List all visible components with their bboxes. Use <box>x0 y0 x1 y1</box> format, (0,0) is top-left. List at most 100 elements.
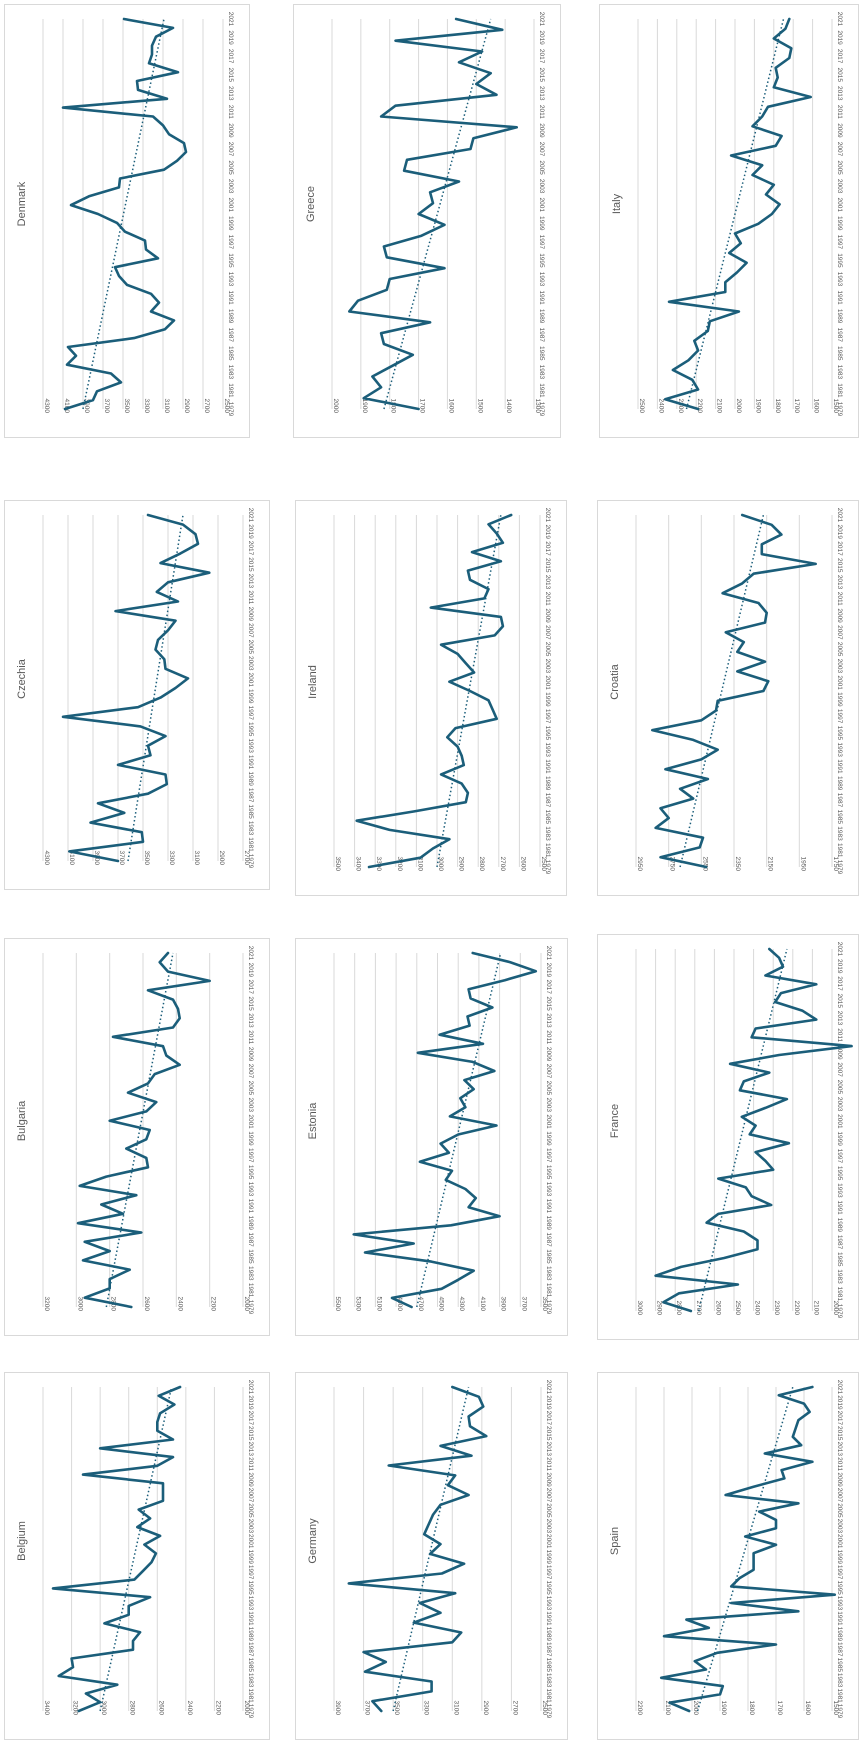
value-tick-label: 3000 <box>76 1297 83 1312</box>
series-line <box>355 513 513 869</box>
year-tick-label: 1997 <box>836 1149 843 1164</box>
year-tick-label: 1993 <box>545 1182 552 1197</box>
series-line <box>347 17 518 411</box>
value-tick-label: 2200 <box>636 1701 643 1716</box>
value-tick-label: 2900 <box>458 857 465 872</box>
year-tick-label: 1997 <box>836 709 843 724</box>
year-tick-label: 1993 <box>836 1596 843 1611</box>
year-tick-label: 1979 <box>545 1300 552 1315</box>
year-tick-label: 2005 <box>538 160 545 175</box>
year-tick-label: 1985 <box>227 346 234 361</box>
year-tick-label: 1981 <box>836 1287 843 1302</box>
year-tick-label: 2013 <box>836 1011 843 1026</box>
year-tick-label: 1991 <box>227 290 234 305</box>
year-tick-label: 2011 <box>836 592 843 606</box>
value-tick-label: 2100 <box>812 1301 819 1316</box>
year-tick-label: 1995 <box>545 1165 552 1180</box>
year-tick-label: 2011 <box>836 105 843 119</box>
year-tick-label: 1999 <box>836 1549 843 1564</box>
year-tick-label: 2011 <box>544 592 551 606</box>
value-tick-label: 2000 <box>243 1297 250 1312</box>
year-tick-label: 2017 <box>538 49 545 64</box>
year-tick-label: 1991 <box>836 1200 843 1215</box>
year-tick-label: 1995 <box>538 253 545 268</box>
year-tick-label: 2009 <box>545 1472 552 1487</box>
year-tick-label: 1999 <box>247 1549 254 1564</box>
year-tick-label: 1981 <box>545 1688 552 1703</box>
year-tick-label: 2001 <box>247 1534 254 1549</box>
year-tick-label: 2005 <box>836 642 843 657</box>
year-tick-label: 1997 <box>538 235 545 250</box>
value-tick-label: 1500 <box>832 399 839 414</box>
value-tick-label: 4700 <box>417 1297 424 1312</box>
year-tick-label: 2007 <box>836 142 843 157</box>
year-tick-label: 1989 <box>247 1215 254 1230</box>
value-tick-label: 2600 <box>143 1297 150 1312</box>
year-tick-label: 1983 <box>247 1673 254 1688</box>
value-tick-label: 2400 <box>186 1701 193 1716</box>
year-tick-label: 2017 <box>836 541 843 556</box>
year-tick-label: 2015 <box>836 67 843 82</box>
year-tick-label: 2017 <box>836 976 843 991</box>
chart-italy: 2500 2400 2300 2200 2100 2000 1900 1800 1700 1600… <box>611 12 843 417</box>
series-line <box>352 951 538 1309</box>
year-tick-label: 2001 <box>836 197 843 212</box>
year-tick-label: 2005 <box>227 160 234 175</box>
year-tick-label: 1979 <box>836 1304 843 1319</box>
year-tick-label: 1983 <box>836 1673 843 1688</box>
year-tick-label: 1991 <box>836 290 843 305</box>
year-tick-label: 1981 <box>544 843 551 858</box>
value-tick-label: 2600 <box>714 1301 721 1316</box>
year-tick-label: 2013 <box>247 1013 254 1028</box>
value-tick-label: 2700 <box>511 1701 518 1716</box>
year-tick-label: 2021 <box>545 946 552 961</box>
value-tick-label: 2000 <box>332 399 339 414</box>
chart-ireland: 3500 3400 3300 3200 3100 3000 2900 2800 2700 2600… <box>307 508 551 875</box>
year-tick-label: 1991 <box>836 759 843 774</box>
year-tick-label: 1985 <box>836 346 843 361</box>
year-tick-label: 2005 <box>836 160 843 175</box>
year-tick-label: 2009 <box>836 1472 843 1487</box>
year-tick-label: 1993 <box>836 742 843 757</box>
year-tick-label: 1985 <box>545 1657 552 1672</box>
year-tick-label: 1979 <box>544 860 551 875</box>
year-tick-label: 2011 <box>545 1030 552 1044</box>
value-tick-label: 2800 <box>478 857 485 872</box>
value-tick-label: 2700 <box>695 1301 702 1316</box>
year-tick-label: 2011 <box>247 1030 254 1044</box>
year-tick-label: 2013 <box>247 574 254 589</box>
year-tick-label: 1983 <box>544 826 551 841</box>
chart-title: Estonia <box>307 1102 319 1140</box>
chart-panel-spain: 2200 2100 2000 1900 1800 1700 1600 1500 1979 1981… <box>597 1372 859 1740</box>
value-tick-label: 2000 <box>243 1701 250 1716</box>
chart-title: France <box>609 1104 621 1138</box>
year-tick-label: 2007 <box>247 1488 254 1503</box>
year-tick-label: 2003 <box>544 659 551 674</box>
value-tick-label: 2300 <box>773 1301 780 1316</box>
chart-title: Croatia <box>609 663 621 699</box>
year-tick-label: 1995 <box>227 253 234 268</box>
value-tick-label: 4300 <box>458 1297 465 1312</box>
year-tick-label: 1995 <box>836 1166 843 1181</box>
year-tick-label: 1989 <box>836 1627 843 1642</box>
year-tick-label: 1979 <box>836 402 843 417</box>
year-tick-label: 1981 <box>247 1283 254 1298</box>
value-tick-label: 1900 <box>361 399 368 414</box>
year-tick-label: 1981 <box>538 383 545 398</box>
value-tick-label: 3300 <box>143 399 150 414</box>
value-tick-label: 2400 <box>176 1297 183 1312</box>
year-tick-label: 2015 <box>227 67 234 82</box>
year-tick-label: 1989 <box>227 309 234 324</box>
year-tick-label: 2015 <box>247 557 254 572</box>
year-tick-label: 2001 <box>538 197 545 212</box>
value-tick-label: 3100 <box>452 1701 459 1716</box>
chart-spain: 2200 2100 2000 1900 1800 1700 1600 150019791981… <box>609 1380 843 1719</box>
year-tick-label: 1989 <box>544 776 551 791</box>
value-tick-label: 3700 <box>118 851 125 866</box>
year-tick-label: 1983 <box>545 1673 552 1688</box>
value-tick-label: 3700 <box>364 1701 371 1716</box>
chart-panel-czechia: 4300 4100 3900 3700 3500 3300 3100 2900 2700 1979… <box>4 500 270 890</box>
value-tick-label: 5100 <box>375 1297 382 1312</box>
value-tick-label: 3500 <box>541 1297 548 1312</box>
trend-line <box>383 18 492 410</box>
